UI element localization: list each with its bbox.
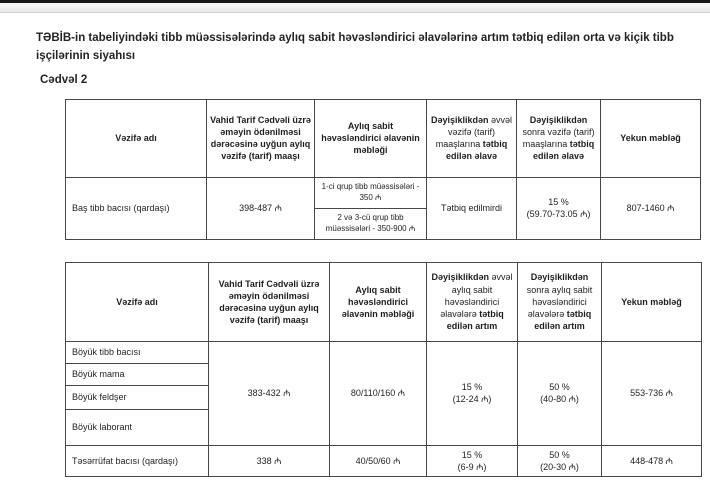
header-text-segment: Aylıq sabit həvəsləndirici əlavənin məbl… <box>341 284 415 319</box>
header-text-segment: Yekun məbləğ <box>621 296 682 307</box>
t1-header-tarif-salary: Vahid Tarif Cədvəli üzrə əməyin ödənilmə… <box>206 98 315 178</box>
t2-header-after-change: Dəyişiklikdən sonra aylıq sabit həvəslən… <box>517 261 602 342</box>
t2-last-before-percent: 15 % <box>461 449 483 460</box>
header-text-segment: Vahid Tarif Cədvəli üzrə əməyin ödənilmə… <box>210 115 311 162</box>
window-top-edge <box>0 0 710 3</box>
header-text-segment: Dəyişiklikdən <box>430 115 489 125</box>
t2-group-before: 15 % (12-24 ₼) <box>426 340 518 446</box>
table-1-data-row: Baş tibb bacısı (qardaşı) 398-487 ₼ 1-ci… <box>65 176 701 240</box>
t2-last-allowance: 40/50/60 ₼ <box>329 444 427 477</box>
t1-cell-salary: 398-487 ₼ <box>206 176 315 240</box>
t2-header-tarif-salary: Vahid Tarif Cədvəli üzrə əməyin ödənilmə… <box>208 261 330 342</box>
table-1-tarif-salaries: Vəzifə adı Vahid Tarif Cədvəli üzrə əməy… <box>65 98 701 240</box>
t2-header-monthly-allowance: Aylıq sabit həvəsləndirici əlavənin məbl… <box>329 261 427 342</box>
header-text-segment: sonra aylıq sabit həvəsləndirici əlavələ… <box>526 284 593 319</box>
t1-allowance-group1: 1-ci qrup tibb müəssisələri - 350 ₼ <box>315 178 426 209</box>
header-text-segment: əvvəl vəzifə (tarif) maaşlarına <box>435 115 513 150</box>
t2-group-after-percent: 50 % <box>549 382 570 393</box>
t2-group-total: 553-736 ₼ <box>601 340 702 446</box>
t1-cell-before: Tətbiq edilmirdi <box>426 176 517 240</box>
header-text-segment: Dəyişiklikdən <box>431 272 489 283</box>
header-text-segment: Vəzifə adı <box>115 133 157 144</box>
t1-header-monthly-allowance: Aylıq sabit həvəsləndirici əlavənin məbl… <box>314 98 427 178</box>
header-text-segment: Vahid Tarif Cədvəli üzrə əməyin ödənilmə… <box>218 278 320 325</box>
t2-cell-position-4: Böyük laborant <box>65 408 209 446</box>
table-row: Böyük laborant <box>65 408 702 446</box>
t2-group-before-range: (12-24 ₼) <box>452 394 492 405</box>
toolbar-strip <box>0 3 710 13</box>
t1-allowance-group23: 2 və 3-cü qrup tibb müəssisələri - 350-9… <box>325 213 416 233</box>
t2-last-salary: 338 ₼ <box>208 444 330 477</box>
t2-group-before-percent: 15 % <box>461 382 483 393</box>
t1-cell-position: Baş tibb bacısı (qardaşı) <box>65 176 207 240</box>
t1-after-range: (59.70-73.05 ₼) <box>526 209 591 220</box>
header-text-segment: tətbiq edilən əlavə <box>445 139 508 162</box>
table-row: Böyük tibb bacısı 383-432 ₼ 80/110/160 ₼… <box>65 340 702 446</box>
t2-last-after: 50 % (20-30 ₼) <box>517 444 602 477</box>
t1-cell-allowance: 1-ci qrup tibb müəssisələri - 350 ₼ 2 və… <box>314 176 427 240</box>
t1-header-position: Vəzifə adı <box>65 98 207 178</box>
header-text-segment: tətbiq edilən artım <box>446 308 504 331</box>
t2-header-before-change: Dəyişiklikdən əvvəl aylıq sabit həvəslən… <box>426 261 518 342</box>
t1-header-before-change: Dəyişiklikdən əvvəl vəzifə (tarif) maaşl… <box>426 98 517 178</box>
t2-cell-position-3: Böyük feldşer <box>65 384 209 410</box>
header-text-segment: Vəzifə adı <box>116 296 158 307</box>
t2-header-total: Yekun məbləğ <box>601 261 702 342</box>
t2-last-before-range: (6-9 ₼) <box>457 461 487 472</box>
t2-cell-position-5: Təsərrüfat bacısı (qardaşı) <box>65 444 209 477</box>
t1-header-after-change: Dəyişiklikdən sonra vəzifə (tarif) maaşl… <box>516 98 601 178</box>
t2-last-after-percent: 50 % <box>549 449 570 460</box>
t2-group-allowance: 80/110/160 ₼ <box>329 340 427 446</box>
t1-after-percent: 15 % <box>548 197 569 208</box>
document-page: TƏBİB-in tabeliyindəki tibb müəssisələri… <box>0 0 710 477</box>
table-row: Təsərrüfat bacısı (qardaşı) 338 ₼ 40/50/… <box>65 444 702 477</box>
t2-last-total: 448-478 ₼ <box>601 444 702 477</box>
header-text-segment: tətbiq edilən əlavə <box>532 139 595 162</box>
header-text-segment: əvvəl aylıq sabit həvəsləndirici əlavələ… <box>440 272 513 319</box>
t1-cell-after: 15 % (59.70-73.05 ₼) <box>516 176 601 240</box>
header-text-segment: Yekun məbləğ <box>620 133 681 144</box>
table-2-allowance-increases: Vəzifə adı Vahid Tarif Cədvəli üzrə əməy… <box>65 261 702 477</box>
t2-last-before: 15 % (6-9 ₼) <box>426 444 518 477</box>
table-2-header-row: Vəzifə adı Vahid Tarif Cədvəli üzrə əməy… <box>65 261 702 342</box>
table-caption: Cədvəl 2 <box>40 73 88 86</box>
t2-last-after-range: (20-30 ₼) <box>540 461 579 472</box>
t2-cell-position-2: Böyük mama <box>65 362 209 386</box>
header-text-segment: Aylıq sabit həvəsləndirici əlavənin məbl… <box>321 121 420 156</box>
header-text-segment: sonra vəzifə (tarif) maaşlarına <box>522 127 595 150</box>
document-title: TƏBİB-in tabeliyindəki tibb müəssisələri… <box>36 32 674 63</box>
t2-group-after-range: (40-80 ₼) <box>540 394 579 405</box>
t2-header-position: Vəzifə adı <box>65 261 209 342</box>
header-text-segment: tətbiq edilən artım <box>534 308 592 331</box>
t1-header-total: Yekun məbləğ <box>600 98 701 178</box>
header-text-segment: Dəyişiklikdən <box>529 115 588 125</box>
header-text-segment: Dəyişiklikdən <box>530 272 589 283</box>
t1-cell-total: 807-1460 ₼ <box>600 176 701 240</box>
t2-cell-position-1: Böyük tibb bacısı <box>65 340 209 364</box>
t2-group-salary: 383-432 ₼ <box>208 340 330 446</box>
table-1-header-row: Vəzifə adı Vahid Tarif Cədvəli üzrə əməy… <box>65 98 701 178</box>
t2-group-after: 50 % (40-80 ₼) <box>517 340 602 446</box>
